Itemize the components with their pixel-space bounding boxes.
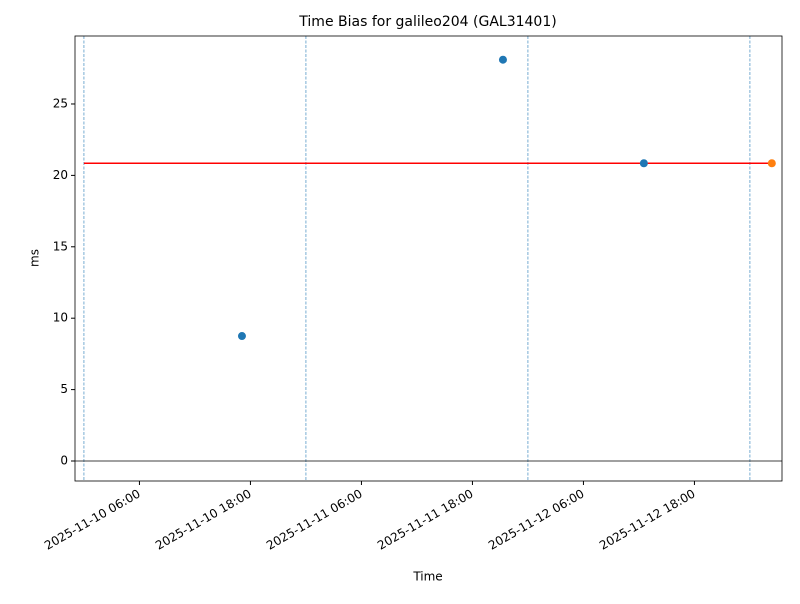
x-axis-label: Time [412, 570, 442, 584]
x-tick-label: 2025-11-11 18:00 [375, 487, 476, 553]
y-tick-label: 5 [60, 382, 68, 396]
point [498, 55, 507, 64]
y-tick-label: 0 [60, 454, 68, 468]
y-tick-label: 15 [53, 239, 68, 253]
y-tick-label: 20 [53, 168, 68, 182]
y-axis-label: ms [28, 249, 42, 267]
x-tick-label: 2025-11-10 18:00 [153, 487, 254, 553]
point [767, 159, 776, 168]
point [237, 332, 246, 341]
x-tick-label: 2025-11-12 18:00 [597, 487, 698, 553]
y-tick-label: 25 [53, 96, 68, 110]
x-tick-label: 2025-11-12 06:00 [486, 487, 587, 553]
x-tick-label: 2025-11-11 06:00 [264, 487, 365, 553]
point [639, 159, 648, 168]
x-tick-label: 2025-11-10 06:00 [42, 487, 143, 553]
plot-frame [74, 35, 783, 482]
y-tick-label: 10 [53, 311, 68, 325]
chart-title: Time Bias for galileo204 (GAL31401) [298, 14, 556, 30]
